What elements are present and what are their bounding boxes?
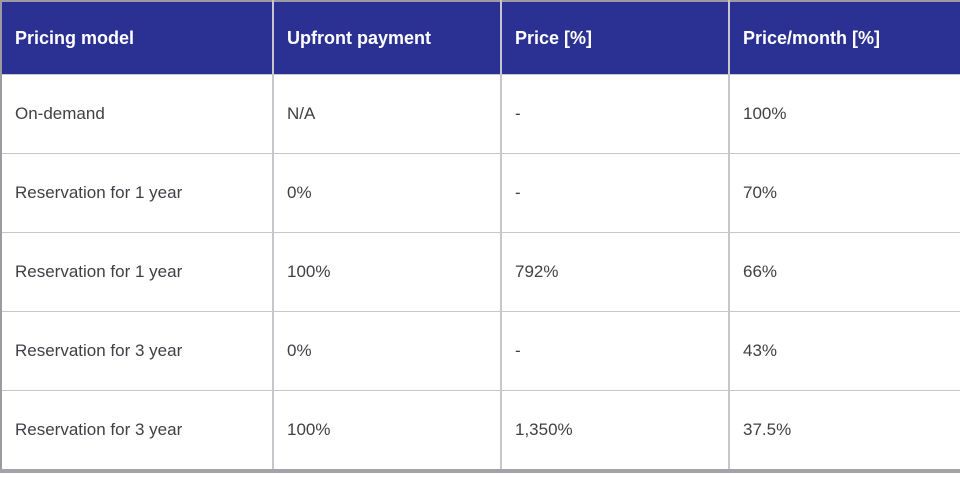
cell-price: - xyxy=(500,311,729,391)
table-row: Reservation for 3 year 0% - 43% xyxy=(1,311,960,391)
table-row: On-demand N/A - 100% xyxy=(1,74,960,154)
cell-price-month: 43% xyxy=(728,311,960,391)
cell-upfront-payment: 0% xyxy=(272,153,501,233)
cell-upfront-payment: 0% xyxy=(272,311,501,391)
cell-upfront-payment: 100% xyxy=(272,232,501,312)
column-header-upfront-payment: Upfront payment xyxy=(272,1,501,75)
cell-pricing-model: Reservation for 3 year xyxy=(1,390,273,471)
table-row: Reservation for 1 year 0% - 70% xyxy=(1,153,960,233)
cell-price-month: 100% xyxy=(728,74,960,154)
column-header-price-month: Price/month [%] xyxy=(728,1,960,75)
cell-upfront-payment: N/A xyxy=(272,74,501,154)
cell-pricing-model: On-demand xyxy=(1,74,273,154)
table-row: Reservation for 1 year 100% 792% 66% xyxy=(1,232,960,312)
cell-price: 792% xyxy=(500,232,729,312)
cell-price-month: 37.5% xyxy=(728,390,960,471)
cell-price-month: 66% xyxy=(728,232,960,312)
cell-price: 1,350% xyxy=(500,390,729,471)
table-header-row: Pricing model Upfront payment Price [%] … xyxy=(1,1,960,75)
cell-pricing-model: Reservation for 1 year xyxy=(1,232,273,312)
column-header-price: Price [%] xyxy=(500,1,729,75)
column-header-pricing-model: Pricing model xyxy=(1,1,273,75)
table-row: Reservation for 3 year 100% 1,350% 37.5% xyxy=(1,390,960,471)
cell-price: - xyxy=(500,74,729,154)
cell-pricing-model: Reservation for 1 year xyxy=(1,153,273,233)
cell-upfront-payment: 100% xyxy=(272,390,501,471)
cell-price-month: 70% xyxy=(728,153,960,233)
cell-pricing-model: Reservation for 3 year xyxy=(1,311,273,391)
cell-price: - xyxy=(500,153,729,233)
